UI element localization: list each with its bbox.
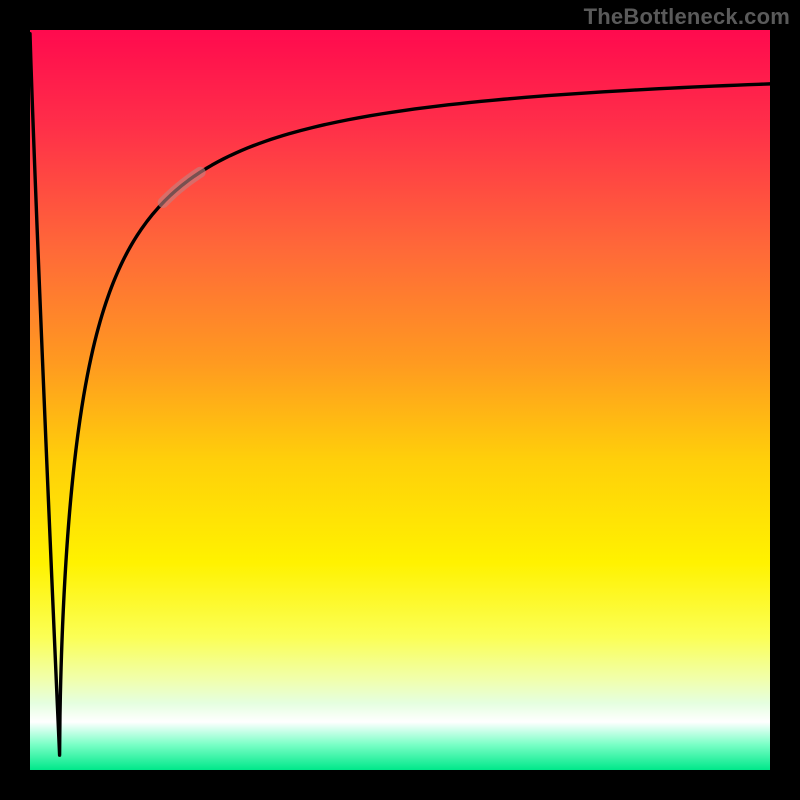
watermark-text: TheBottleneck.com	[584, 4, 790, 30]
chart-frame: TheBottleneck.com	[0, 0, 800, 800]
plot-gradient	[30, 30, 770, 770]
bottleneck-chart-svg	[0, 0, 800, 800]
